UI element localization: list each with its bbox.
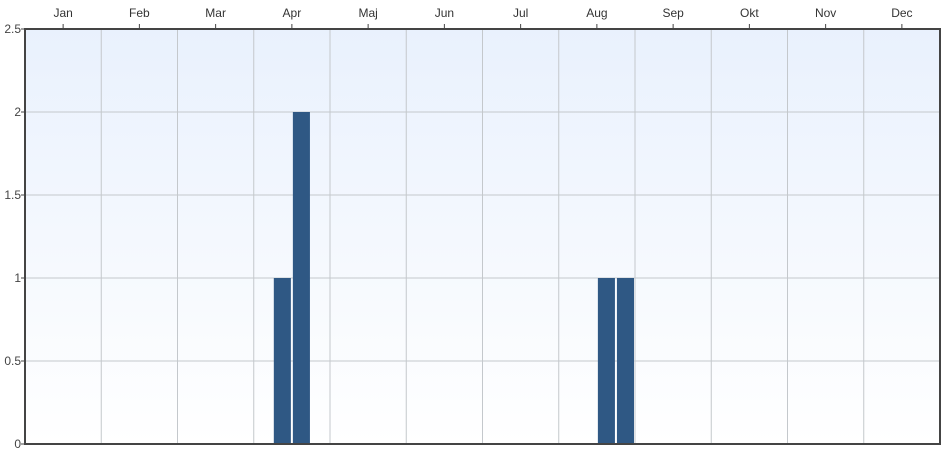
x-tick-label: Nov — [815, 6, 836, 20]
y-tick-label: 0.5 — [4, 354, 21, 368]
bar — [292, 112, 310, 444]
x-tick-label: Maj — [358, 6, 377, 20]
x-tick-label: Aug — [586, 6, 607, 20]
grid — [25, 29, 940, 444]
x-tick-label: Feb — [129, 6, 150, 20]
x-axis: Jan Feb Mar Apr Maj Jun Jul Aug Sep Okt Nov Dec — [53, 6, 913, 29]
bar — [616, 278, 634, 444]
x-tick-label: Jan — [53, 6, 72, 20]
y-tick-label: 0 — [14, 437, 21, 451]
x-tick-label: Jun — [435, 6, 454, 20]
x-tick-label: Mar — [205, 6, 226, 20]
y-tick-label: 1.5 — [4, 188, 21, 202]
y-tick-label: 2 — [14, 105, 21, 119]
y-tick-label: 1 — [14, 271, 21, 285]
y-axis: 0 0.5 1 1.5 2 2.5 — [4, 22, 25, 451]
x-tick-label: Jul — [513, 6, 528, 20]
x-tick-label: Apr — [283, 6, 302, 20]
bars — [273, 112, 634, 444]
bar — [597, 278, 615, 444]
y-tick-label: 2.5 — [4, 22, 21, 36]
x-tick-label: Okt — [740, 6, 759, 20]
plot-frame — [24, 28, 941, 445]
x-tick-label: Sep — [662, 6, 684, 20]
x-tick-label: Dec — [891, 6, 912, 20]
bar — [273, 278, 291, 444]
